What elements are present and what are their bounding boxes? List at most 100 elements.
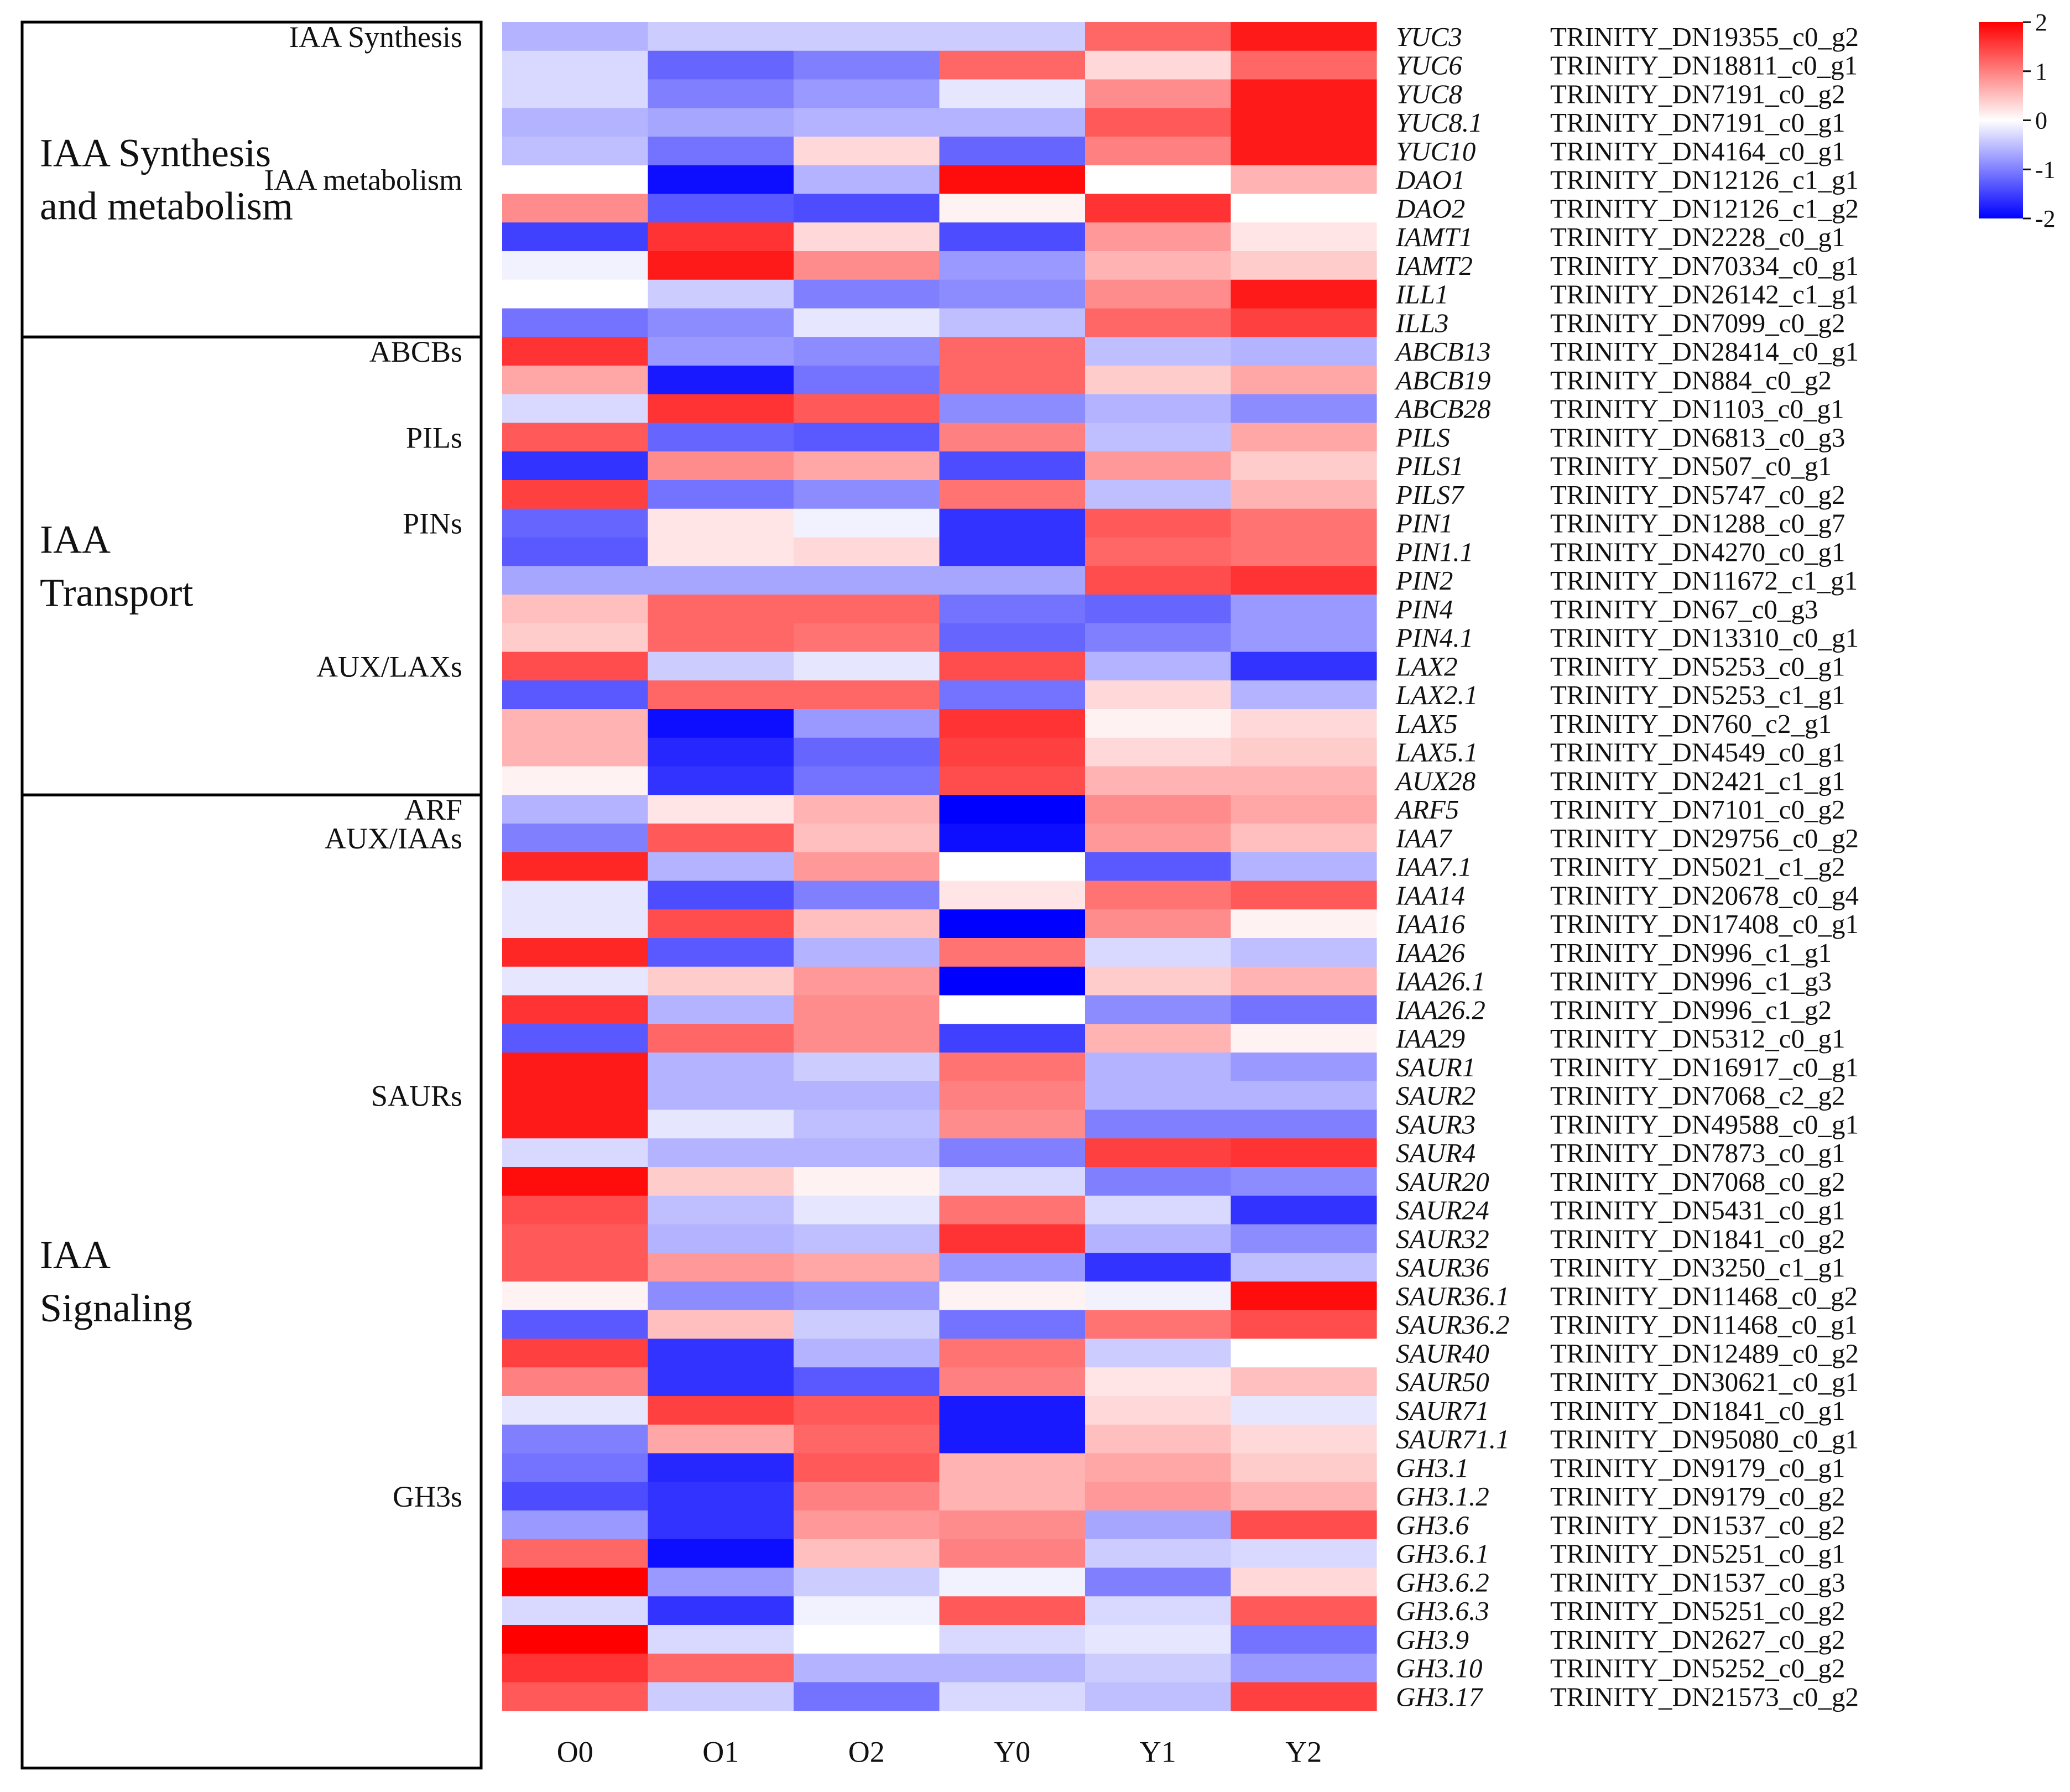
heatmap-cell bbox=[939, 766, 1086, 795]
heatmap-cell bbox=[1230, 537, 1377, 566]
heatmap-cell bbox=[939, 1310, 1086, 1340]
heatmap-cell bbox=[794, 337, 940, 366]
transcript-id-label: TRINITY_DN7068_c0_g2 bbox=[1550, 1166, 1845, 1197]
heatmap-cell bbox=[794, 566, 940, 595]
heatmap-cell bbox=[1230, 680, 1377, 710]
gene-label: PIN2 bbox=[1395, 565, 1453, 596]
transcript-id-label: TRINITY_DN95080_c0_g1 bbox=[1550, 1424, 1859, 1455]
heatmap-cell bbox=[939, 1081, 1086, 1111]
heatmap-cell bbox=[939, 1510, 1086, 1540]
heatmap-cell bbox=[502, 366, 649, 395]
heatmap-cell bbox=[939, 22, 1086, 51]
heatmap-cell bbox=[502, 50, 649, 80]
gene-label: PIN1.1 bbox=[1395, 536, 1473, 567]
gene-label: IAA26 bbox=[1395, 937, 1466, 968]
column-label: O1 bbox=[702, 1735, 739, 1768]
heatmap-cell bbox=[648, 1081, 794, 1111]
heatmap-cell bbox=[648, 366, 794, 395]
gene-label: LAX2.1 bbox=[1395, 680, 1478, 710]
transcript-id-label: TRINITY_DN3250_c1_g1 bbox=[1550, 1252, 1845, 1283]
transcript-id-label: TRINITY_DN16917_c0_g1 bbox=[1550, 1052, 1859, 1082]
heatmap-cell bbox=[1230, 137, 1377, 166]
gene-label: PILS bbox=[1395, 422, 1450, 452]
heatmap-cell bbox=[1085, 279, 1232, 309]
subgroup-label: PILs bbox=[406, 421, 462, 454]
heatmap-cell bbox=[794, 1081, 940, 1111]
heatmap-cell bbox=[939, 995, 1086, 1024]
heatmap-cell bbox=[502, 1282, 649, 1311]
heatmap-cell bbox=[648, 737, 794, 767]
gene-label: SAUR50 bbox=[1396, 1367, 1489, 1397]
heatmap-cell bbox=[502, 1338, 649, 1368]
subgroup-label: ABCBs bbox=[369, 335, 462, 368]
group-box bbox=[20, 793, 483, 1770]
heatmap-cell bbox=[1230, 279, 1377, 309]
transcript-id-label: TRINITY_DN1103_c0_g1 bbox=[1550, 394, 1844, 424]
heatmap-cell bbox=[1085, 251, 1232, 280]
heatmap-cell bbox=[1230, 1567, 1377, 1597]
transcript-id-label: TRINITY_DN7191_c0_g2 bbox=[1550, 79, 1845, 109]
legend-tick-label: -2 bbox=[2035, 205, 2056, 232]
heatmap-cell bbox=[648, 137, 794, 166]
heatmap-cell bbox=[1085, 595, 1232, 624]
heatmap-cell bbox=[502, 222, 649, 252]
heatmap-cell bbox=[648, 1109, 794, 1139]
heatmap-cell bbox=[794, 709, 940, 738]
heatmap-cell bbox=[648, 423, 794, 452]
gene-label: SAUR71.1 bbox=[1396, 1424, 1510, 1455]
transcript-id-label: TRINITY_DN12126_c1_g2 bbox=[1550, 193, 1859, 223]
heatmap-cell bbox=[502, 938, 649, 967]
heatmap-cell bbox=[1230, 1024, 1377, 1053]
gene-label: PILS1 bbox=[1395, 451, 1464, 481]
heatmap-cell bbox=[1085, 1167, 1232, 1196]
heatmap-cell bbox=[648, 709, 794, 738]
group-title: IAA Synthesis bbox=[40, 131, 271, 175]
heatmap-cell bbox=[1085, 652, 1232, 681]
heatmap-cell bbox=[939, 108, 1086, 137]
gene-label: YUC8.1 bbox=[1396, 107, 1483, 138]
heatmap-cell bbox=[502, 795, 649, 824]
heatmap-cell bbox=[1085, 366, 1232, 395]
gene-label: GH3.6.1 bbox=[1396, 1539, 1489, 1569]
heatmap-cell bbox=[1230, 50, 1377, 80]
heatmap-cell bbox=[502, 1453, 649, 1482]
heatmap-cell bbox=[794, 1625, 940, 1654]
heatmap-cell bbox=[1085, 1424, 1232, 1454]
transcript-id-label: TRINITY_DN760_c2_g1 bbox=[1550, 709, 1832, 739]
heatmap-cell bbox=[794, 1253, 940, 1282]
heatmap-cell bbox=[648, 938, 794, 967]
heatmap-cell bbox=[939, 909, 1086, 939]
heatmap-cell bbox=[502, 737, 649, 767]
heatmap-cell bbox=[648, 508, 794, 538]
heatmap-cell bbox=[939, 1167, 1086, 1196]
gene-label: YUC3 bbox=[1396, 22, 1462, 52]
gene-label: ABCB13 bbox=[1394, 336, 1490, 367]
heatmap-cell bbox=[1230, 108, 1377, 137]
heatmap-cell bbox=[1230, 308, 1377, 337]
heatmap-cell bbox=[648, 1625, 794, 1654]
transcript-id-label: TRINITY_DN884_c0_g2 bbox=[1550, 365, 1832, 395]
heatmap-cell bbox=[502, 909, 649, 939]
column-label: Y2 bbox=[1285, 1735, 1322, 1768]
gene-label: PIN4.1 bbox=[1395, 623, 1473, 653]
column-labels: O0 O1 O2 Y0 Y1 Y2 bbox=[557, 1735, 1322, 1768]
heatmap-cell bbox=[939, 251, 1086, 280]
column-label: O0 bbox=[557, 1735, 593, 1768]
heatmap-cell bbox=[648, 1253, 794, 1282]
heatmap-cell bbox=[1085, 1138, 1232, 1168]
heatmap-cell bbox=[794, 595, 940, 624]
transcript-id-label: TRINITY_DN11672_c1_g1 bbox=[1550, 565, 1858, 596]
heatmap-cell bbox=[1230, 1081, 1377, 1111]
heatmap-cell bbox=[1230, 909, 1377, 939]
heatmap-cell bbox=[1230, 251, 1377, 280]
heatmap-cell bbox=[1085, 394, 1232, 424]
subgroup-label: ARF bbox=[404, 793, 462, 826]
heatmap-cell bbox=[1085, 165, 1232, 195]
group-annotation-panel: IAA Synthesis and metabolism IAA Transport I… bbox=[20, 20, 483, 1770]
gene-label: LAX5.1 bbox=[1395, 737, 1478, 768]
heatmap-cell bbox=[794, 1482, 940, 1511]
heatmap-cell bbox=[1085, 680, 1232, 710]
heatmap-cell bbox=[1085, 1567, 1232, 1597]
transcript-id-label: TRINITY_DN7099_c0_g2 bbox=[1550, 308, 1845, 338]
heatmap-cell bbox=[648, 652, 794, 681]
